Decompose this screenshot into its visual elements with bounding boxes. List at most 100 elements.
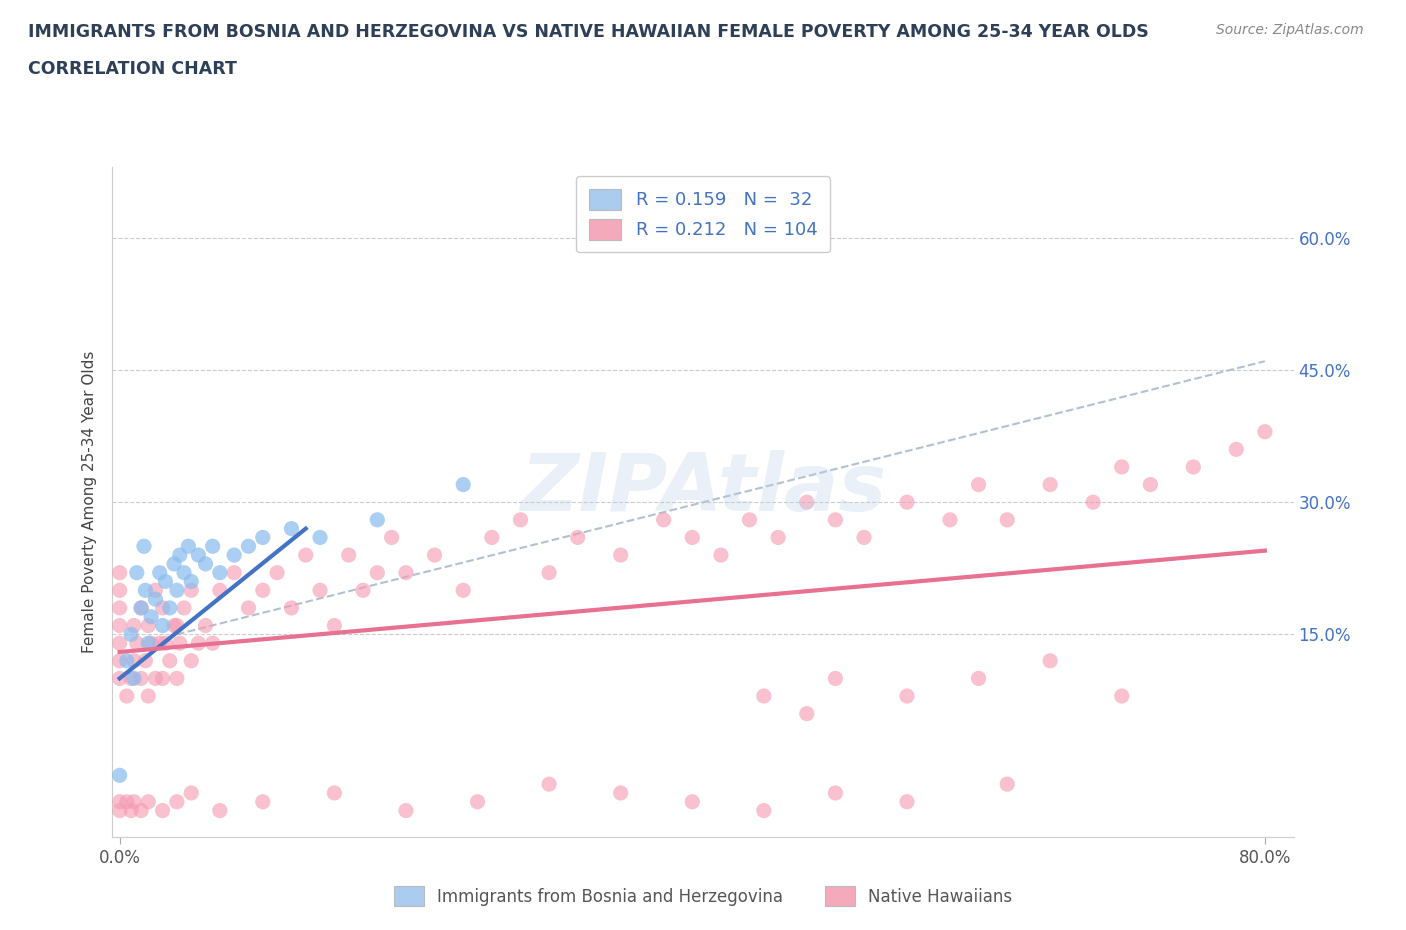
Point [1111,688,1133,703]
Point [115,688,138,703]
Point [163,556,186,571]
Point [108,601,131,616]
Point [738,512,761,527]
Point [166,794,188,809]
Point [120,671,142,685]
Point [280,521,302,536]
Text: CORRELATION CHART: CORRELATION CHART [28,60,238,78]
Point [538,565,561,580]
Point [187,548,209,563]
Point [169,548,191,563]
Point [129,671,152,685]
Point [136,794,159,809]
Point [652,512,675,527]
Point [134,583,156,598]
Point [136,618,159,633]
Point [939,512,962,527]
Point [159,601,181,616]
Point [194,618,217,633]
Point [132,538,155,553]
Point [201,636,224,651]
Text: Source: ZipAtlas.com: Source: ZipAtlas.com [1216,23,1364,37]
Point [180,654,202,669]
Point [1182,459,1205,474]
Point [108,583,131,598]
Legend: Immigrants from Bosnia and Herzegovina, Native Hawaiians: Immigrants from Bosnia and Herzegovina, … [384,876,1022,916]
Point [609,548,631,563]
Point [752,688,775,703]
Point [1225,442,1247,457]
Point [681,794,703,809]
Point [108,768,131,783]
Y-axis label: Female Poverty Among 25-34 Year Olds: Female Poverty Among 25-34 Year Olds [82,351,97,654]
Point [294,548,316,563]
Point [1139,477,1161,492]
Point [180,583,202,598]
Point [108,618,131,633]
Point [155,574,177,589]
Point [136,688,159,703]
Point [323,786,346,801]
Point [824,786,846,801]
Point [173,565,195,580]
Point [366,512,388,527]
Point [451,583,474,598]
Point [152,601,174,616]
Point [995,512,1018,527]
Text: IMMIGRANTS FROM BOSNIA AND HERZEGOVINA VS NATIVE HAWAIIAN FEMALE POVERTY AMONG 2: IMMIGRANTS FROM BOSNIA AND HERZEGOVINA V… [28,23,1149,41]
Point [280,601,302,616]
Point [224,548,246,563]
Point [224,565,246,580]
Point [115,794,138,809]
Point [108,794,131,809]
Point [896,495,918,510]
Point [108,636,131,651]
Point [1111,459,1133,474]
Point [129,601,152,616]
Point [352,583,374,598]
Point [266,565,288,580]
Point [710,548,733,563]
Point [1039,654,1062,669]
Point [201,538,224,553]
Point [509,512,531,527]
Point [194,556,217,571]
Point [108,671,131,685]
Point [967,671,990,685]
Point [451,477,474,492]
Point [381,530,404,545]
Point [824,512,846,527]
Point [152,671,174,685]
Point [1081,495,1104,510]
Point [752,804,775,818]
Point [853,530,876,545]
Point [145,591,167,606]
Text: ZIPAtlas: ZIPAtlas [520,450,886,528]
Point [122,671,145,685]
Point [149,565,172,580]
Point [967,477,990,492]
Point [896,688,918,703]
Point [252,794,274,809]
Point [120,804,142,818]
Point [122,794,145,809]
Point [467,794,489,809]
Point [796,495,818,510]
Point [149,636,172,651]
Point [252,530,274,545]
Point [180,786,202,801]
Point [1254,424,1277,439]
Point [139,636,162,651]
Point [166,618,188,633]
Point [145,583,167,598]
Point [163,618,186,633]
Point [125,636,148,651]
Point [208,583,231,598]
Point [187,636,209,651]
Point [1039,477,1062,492]
Point [337,548,360,563]
Point [152,804,174,818]
Point [145,671,167,685]
Point [166,583,188,598]
Point [208,804,231,818]
